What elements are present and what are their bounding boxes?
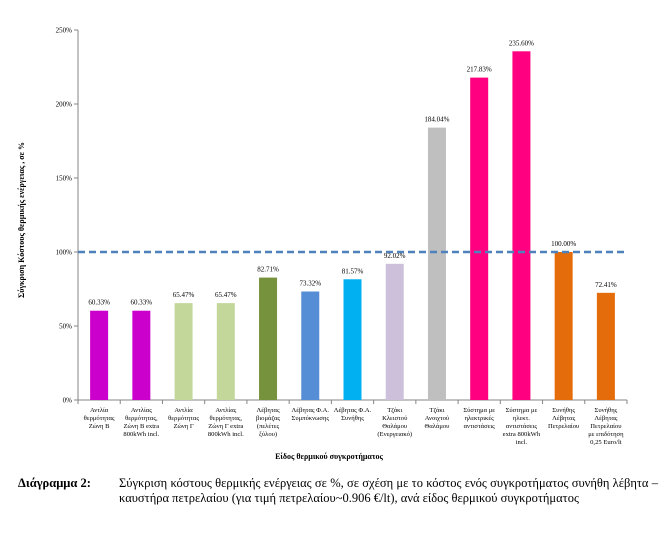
y-tick-label: 250% xyxy=(56,27,73,35)
data-label: 92.02% xyxy=(384,252,406,260)
bar xyxy=(512,51,531,400)
category-label: Αντλία θερμότητας Ζώνη Β xyxy=(84,407,115,430)
bar xyxy=(216,303,235,400)
y-axis-title: Σύγκριση Κόστους θερμικής ενέργειας , σε… xyxy=(17,142,26,298)
data-label: 65.47% xyxy=(215,291,237,299)
data-label: 65.47% xyxy=(173,291,195,299)
bar xyxy=(90,310,109,400)
y-tick-label: 0% xyxy=(63,397,73,405)
bar xyxy=(132,310,151,400)
data-label: 184.04% xyxy=(424,116,449,124)
data-label: 60.33% xyxy=(88,299,110,307)
category-label: Λέβητας βιομάζας (πελέτες ξύλου) xyxy=(256,407,280,438)
y-tick-label: 100% xyxy=(56,249,73,257)
caption-text: Σύγκριση κόστους θερμικής ενέργειας σε %… xyxy=(119,476,658,505)
chart-svg: 0% 50% 100% 150% 200% 250% 60.33% 60.33% 65.47%… xyxy=(17,27,628,461)
data-label: 100.00% xyxy=(551,240,576,248)
y-tick-label: 150% xyxy=(56,175,73,183)
bar xyxy=(427,127,446,401)
data-label: 60.33% xyxy=(131,299,153,307)
category-label: Αντλίας θερμότητας, Ζώνη Γ extra 800kWh inc… xyxy=(208,407,244,438)
data-label: 82.71% xyxy=(257,266,279,274)
bar xyxy=(554,252,573,400)
bar xyxy=(301,291,320,400)
category-label: Λέβητας Φ.Α. Συμπύκνωσης xyxy=(291,407,329,422)
data-label: 73.32% xyxy=(299,279,321,287)
x-axis-title: Είδος θερμικού συγκροτήματος xyxy=(275,452,383,461)
category-label: Σύστημα με ηλεκτρικές αντιστάσεις xyxy=(463,407,495,430)
chart: 0% 50% 100% 150% 200% 250% 60.33% 60.33% 65.47%… xyxy=(17,27,628,461)
category-label: Συνήθης Λέβητας Πετρελαίου με επιδότηση 0,25… xyxy=(588,407,624,446)
bar xyxy=(470,77,489,400)
data-label: 72.41% xyxy=(595,281,617,289)
bar xyxy=(385,263,404,400)
bar xyxy=(596,292,615,400)
y-tick-label: 200% xyxy=(56,101,73,109)
category-label: Τζάκι Ανοιχτού Θαλάμου xyxy=(424,407,449,430)
y-tick-label: 50% xyxy=(59,323,72,331)
category-label: Αντλία θερμότητας Ζώνη Γ xyxy=(168,407,199,430)
data-label: 81.57% xyxy=(342,267,364,275)
bar xyxy=(174,303,193,400)
category-label: Σύστημα με ηλεκτ. αντιστάσεις extra 800kWh i… xyxy=(503,407,541,446)
category-label: Τζάκι Κλειστού Θαλάμου (Ενεργειακό) xyxy=(377,407,412,438)
figure-caption: Διάγραμμα 2: Σύγκριση κόστους θερμικής ε… xyxy=(18,476,658,506)
category-label: Αντλίας θερμότητας, Ζώνη Β extra 800kWh inc… xyxy=(123,407,159,438)
data-label: 217.83% xyxy=(467,66,492,74)
category-label: Λέβητας Φ.Α. Συνήθης xyxy=(334,407,372,422)
caption-label: Διάγραμμα 2: xyxy=(18,476,91,490)
data-label: 235.60% xyxy=(509,39,534,47)
bar xyxy=(259,277,278,400)
category-label: Συνήθης Λέβητας Πετρελαίου xyxy=(548,407,579,430)
bar xyxy=(343,279,362,400)
